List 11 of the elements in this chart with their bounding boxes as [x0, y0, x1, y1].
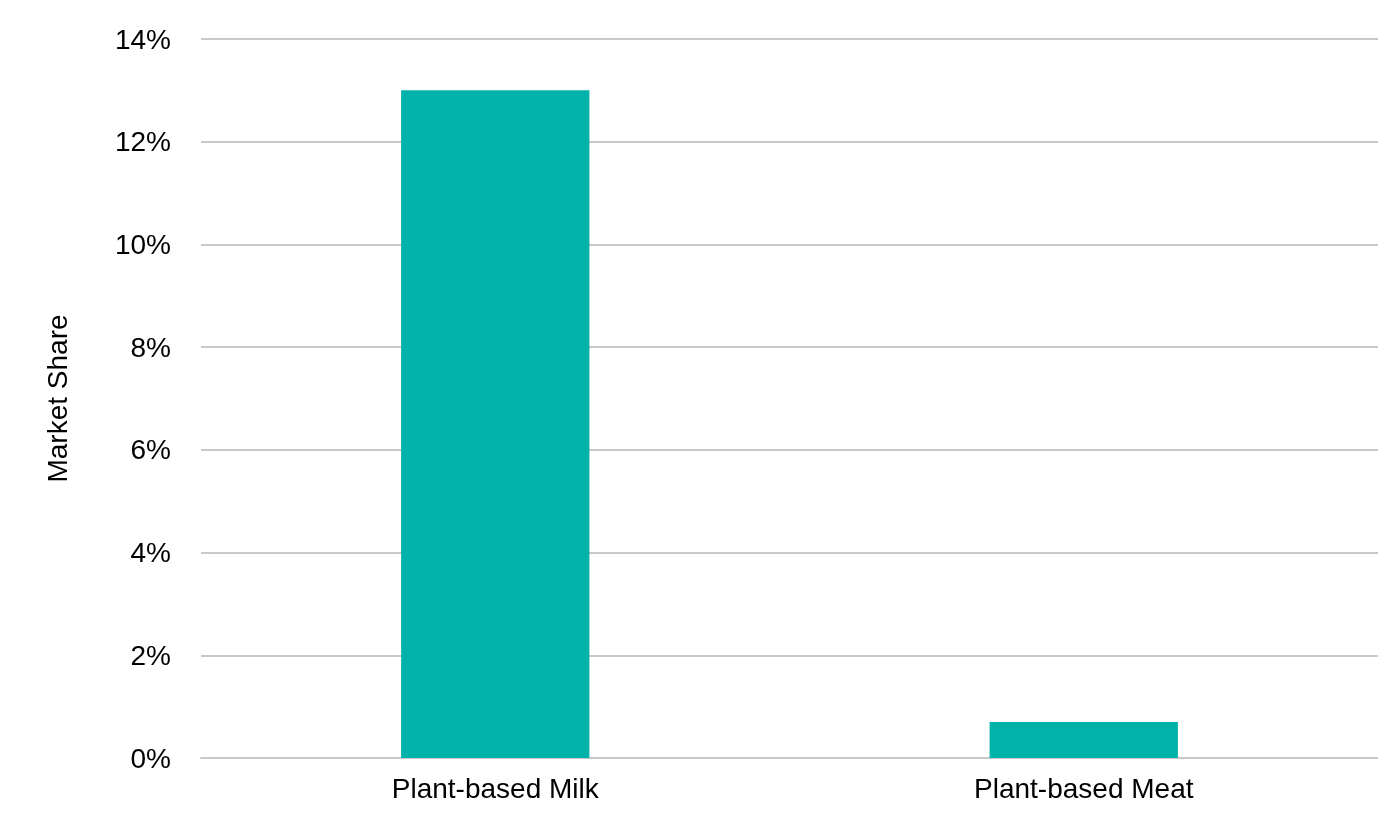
- x-tick-label: Plant-based Meat: [974, 772, 1194, 804]
- y-tick-label: 4%: [130, 537, 171, 569]
- y-axis-title: Market Share: [41, 314, 73, 483]
- x-tick-label: Plant-based Milk: [391, 772, 600, 804]
- y-tick-label: 14%: [114, 23, 171, 55]
- y-tick-label: 10%: [114, 228, 171, 260]
- y-tick-label: 8%: [130, 331, 171, 363]
- y-tick-label: 0%: [130, 742, 171, 774]
- y-tick-label: 12%: [114, 126, 171, 158]
- y-tick-label: 6%: [130, 434, 171, 466]
- y-tick-label: 2%: [130, 639, 171, 671]
